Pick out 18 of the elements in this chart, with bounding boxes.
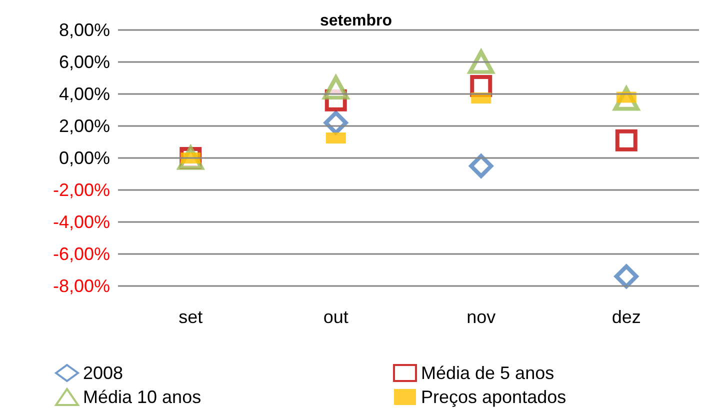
legend-label: Média de 5 anos: [421, 363, 554, 383]
x-tick-label: set: [178, 307, 203, 327]
y-tick-label: -2,00%: [52, 180, 110, 200]
y-tick-label: -6,00%: [52, 244, 110, 264]
x-tick-label: dez: [612, 307, 641, 327]
x-tick-label: out: [323, 307, 348, 327]
legend-label: Média 10 anos: [83, 387, 202, 407]
y-tick-label: -4,00%: [52, 212, 110, 232]
legend-label: 2008: [83, 363, 124, 383]
x-tick-label: nov: [466, 307, 496, 327]
y-tick-label: 2,00%: [58, 116, 110, 136]
y-tick-label: 8,00%: [58, 20, 110, 40]
y-tick-label: 6,00%: [58, 52, 110, 72]
legend-label: Preços apontados: [421, 387, 566, 407]
y-tick-label: 0,00%: [58, 148, 110, 168]
chart-title: setembro: [320, 12, 392, 30]
y-tick-label: 4,00%: [58, 84, 110, 104]
y-tick-label: -8,00%: [52, 276, 110, 296]
